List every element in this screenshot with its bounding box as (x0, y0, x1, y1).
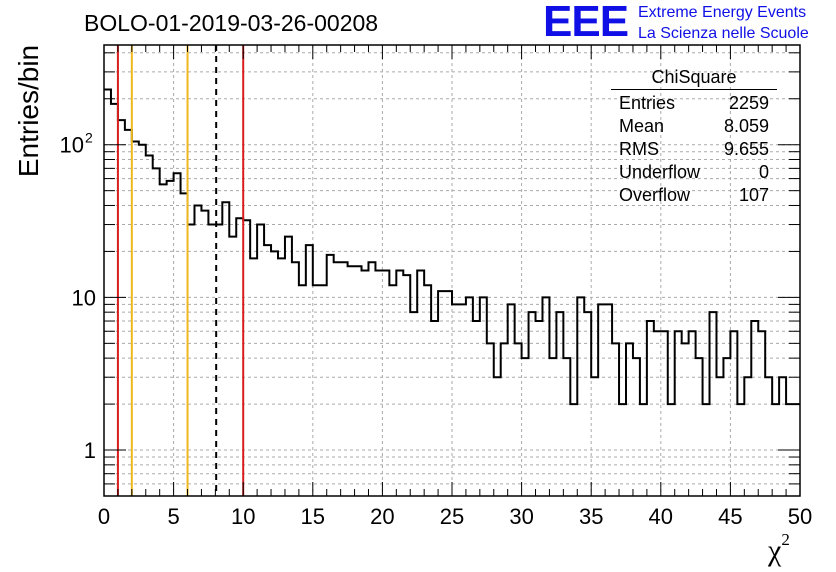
stats-value: 8.059 (723, 116, 769, 136)
x-tick-label: 30 (509, 504, 533, 529)
stats-value: 0 (758, 162, 769, 182)
y-tick-exponent: 2 (85, 130, 93, 146)
x-tick-label: 15 (301, 504, 325, 529)
stats-row-overflow: Overflow 107 (611, 184, 777, 207)
x-axis-label-exponent: 2 (781, 530, 790, 549)
y-tick-label: 10 (72, 285, 96, 310)
logo-tagline-2: La Scienza nelle Scuole (638, 25, 809, 42)
stats-label: RMS (619, 139, 659, 159)
stats-label: Underflow (619, 162, 701, 182)
x-tick-label: 20 (370, 504, 394, 529)
eee-logo-mark: EEE (543, 0, 629, 46)
x-axis-label: χ2 (768, 530, 790, 568)
stats-value: 2259 (728, 93, 769, 113)
y-axis-label: Entries/bin (13, 44, 44, 178)
x-tick-label: 40 (649, 504, 673, 529)
axis-ticks (103, 45, 801, 497)
stats-row-underflow: Underflow 0 (611, 161, 777, 184)
x-tick-label: 0 (98, 504, 110, 529)
x-axis-label-symbol: χ (768, 534, 782, 567)
marker-lines (116, 45, 245, 496)
stats-row-rms: RMS 9.655 (611, 138, 777, 161)
logo-tagline-1: Extreme Energy Events (638, 4, 807, 21)
x-tick-label: 50 (788, 504, 812, 529)
y-tick-label: 10 (60, 133, 84, 158)
stats-value: 107 (738, 185, 769, 205)
stats-title: ChiSquare (611, 67, 777, 90)
x-tick-label: 45 (718, 504, 742, 529)
x-tick-label: 5 (167, 504, 179, 529)
stats-label: Mean (619, 116, 665, 136)
histogram-outline (104, 88, 800, 406)
chart-title: BOLO-01-2019-03-26-00208 (84, 10, 379, 36)
stats-label: Entries (619, 93, 676, 113)
x-tick-label: 10 (231, 504, 255, 529)
stats-row-mean: Mean 8.059 (611, 115, 777, 138)
histogram-series (104, 88, 800, 406)
stats-value: 9.655 (723, 139, 769, 159)
x-tick-label: 25 (440, 504, 464, 529)
stats-label: Overflow (619, 185, 691, 205)
y-tick-label: 1 (84, 438, 96, 463)
x-tick-label: 35 (579, 504, 603, 529)
stats-box: ChiSquare Entries 2259 Mean 8.059 RMS 9.655… (611, 67, 777, 207)
stats-row-entries: Entries 2259 (611, 92, 777, 115)
grid-layer (104, 45, 800, 497)
